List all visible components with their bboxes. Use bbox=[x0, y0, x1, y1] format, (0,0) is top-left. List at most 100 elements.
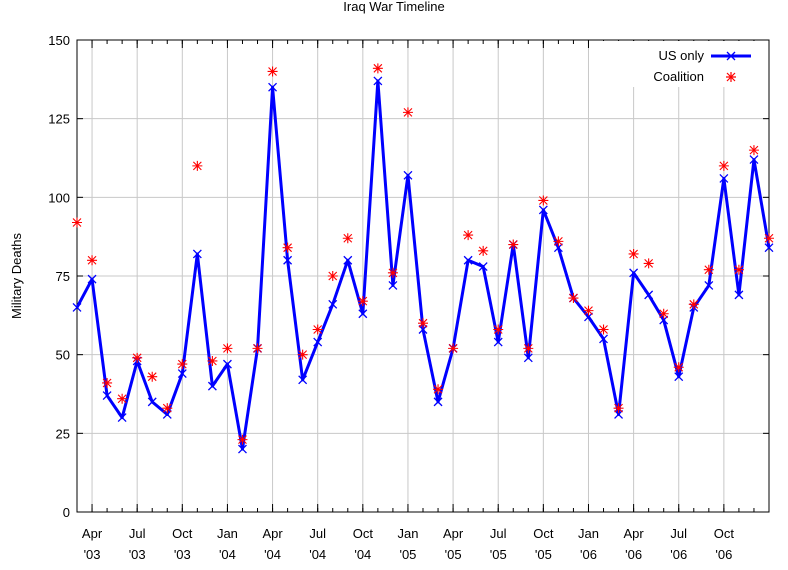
x-tick-label-month: Jan bbox=[578, 526, 599, 541]
us-only-point bbox=[523, 353, 533, 363]
us-only-point bbox=[734, 290, 744, 300]
x-tick-label-year: '04 bbox=[309, 547, 326, 562]
x-tick-label-month: Jan bbox=[217, 526, 238, 541]
us-only-point bbox=[147, 397, 157, 407]
x-tick-label-month: Oct bbox=[172, 526, 193, 541]
x-tick-label-year: '04 bbox=[264, 547, 281, 562]
legend-marker-us bbox=[726, 51, 736, 61]
us-only-point bbox=[87, 274, 97, 284]
x-tick-label-month: Apr bbox=[443, 526, 464, 541]
coalition-point bbox=[402, 107, 413, 118]
coalition-point bbox=[628, 248, 639, 259]
coalition-point bbox=[267, 66, 278, 77]
coalition-point bbox=[448, 343, 459, 354]
x-tick-label-year: '05 bbox=[535, 547, 552, 562]
x-tick-label-year: '03 bbox=[84, 547, 101, 562]
x-tick-label-month: Apr bbox=[82, 526, 103, 541]
us-only-point bbox=[418, 325, 428, 334]
y-axis-label: Military Deaths bbox=[9, 233, 24, 319]
coalition-point bbox=[673, 362, 684, 373]
x-tick-label-year: '05 bbox=[445, 547, 462, 562]
coalition-point bbox=[433, 384, 444, 395]
x-tick-label-year: '06 bbox=[715, 547, 732, 562]
legend-label-us: US only bbox=[658, 48, 704, 63]
x-tick-label-year: '05 bbox=[490, 547, 507, 562]
coalition-point bbox=[643, 258, 654, 269]
coalition-point bbox=[297, 349, 308, 360]
x-tick-label-month: Jul bbox=[129, 526, 146, 541]
y-tick-label: 50 bbox=[56, 348, 70, 363]
x-tick-label-month: Oct bbox=[533, 526, 554, 541]
us-only-point bbox=[358, 309, 368, 319]
coalition-point bbox=[718, 160, 729, 171]
coalition-point bbox=[598, 324, 609, 335]
us-only-point bbox=[403, 170, 413, 180]
us-only-point bbox=[478, 262, 488, 272]
x-tick-label-year: '04 bbox=[354, 547, 371, 562]
coalition-point bbox=[252, 343, 263, 354]
coalition-point bbox=[387, 267, 398, 278]
y-tick-label: 25 bbox=[56, 426, 70, 441]
coalition-point bbox=[493, 324, 504, 335]
legend-marker-coalition bbox=[726, 72, 736, 82]
coalition-point bbox=[282, 242, 293, 253]
coalition-point bbox=[102, 377, 113, 388]
y-tick-label: 150 bbox=[48, 33, 70, 48]
x-tick-label-month: Oct bbox=[714, 526, 735, 541]
us-only-point bbox=[268, 82, 278, 92]
us-only-point bbox=[433, 397, 443, 407]
coalition-point bbox=[463, 230, 474, 241]
coalition-point bbox=[553, 236, 564, 247]
x-tick-label-year: '06 bbox=[625, 547, 642, 562]
us-only-point bbox=[674, 372, 684, 382]
us-only-point bbox=[764, 243, 774, 253]
x-tick-label-year: '06 bbox=[670, 547, 687, 562]
plot-frame bbox=[76, 39, 770, 513]
coalition-point bbox=[508, 239, 519, 250]
x-tick-label-month: Jul bbox=[670, 526, 687, 541]
us-only-point bbox=[704, 280, 714, 290]
us-only-point bbox=[313, 337, 323, 347]
coalition-point bbox=[342, 233, 353, 244]
coalition-point bbox=[523, 343, 534, 354]
coalition-point bbox=[132, 352, 143, 363]
us-only-point bbox=[388, 280, 398, 290]
coalition-point bbox=[147, 371, 158, 382]
us-only-point bbox=[463, 255, 473, 265]
coalition-point bbox=[192, 160, 203, 171]
us-only-point bbox=[719, 173, 729, 183]
coalition-point bbox=[312, 324, 323, 335]
x-tick-label-month: Jul bbox=[309, 526, 326, 541]
us-only-point bbox=[538, 205, 548, 215]
us-only-point bbox=[207, 381, 217, 391]
coalition-point bbox=[237, 434, 248, 445]
y-tick-label: 125 bbox=[48, 112, 70, 127]
coalition-point bbox=[87, 255, 98, 266]
x-tick-label-month: Apr bbox=[623, 526, 644, 541]
us-only-point bbox=[584, 312, 593, 322]
coalition-point bbox=[222, 343, 233, 354]
us-only-point bbox=[328, 299, 338, 309]
coalition-point bbox=[764, 233, 774, 244]
us-only-point bbox=[162, 409, 172, 419]
legend-label-coalition: Coalition bbox=[653, 69, 704, 84]
us-only-point bbox=[192, 249, 202, 259]
y-tick-label: 75 bbox=[56, 269, 70, 284]
us-only-point bbox=[298, 375, 308, 385]
x-tick-label-month: Oct bbox=[353, 526, 374, 541]
coalition-point bbox=[568, 293, 579, 304]
coalition-point bbox=[733, 264, 744, 275]
coalition-point bbox=[703, 264, 714, 275]
coalition-point bbox=[117, 393, 128, 404]
us-only-point bbox=[553, 243, 563, 253]
chart-title: Iraq War Timeline bbox=[343, 0, 444, 14]
us-only-point bbox=[659, 315, 669, 325]
us-only-point bbox=[222, 359, 232, 369]
coalition-point bbox=[72, 217, 82, 228]
us-only-point bbox=[238, 444, 247, 454]
us-only-point bbox=[117, 413, 127, 423]
coalition-point bbox=[162, 403, 173, 414]
coalition-point bbox=[613, 403, 624, 414]
us-only-point bbox=[373, 76, 383, 86]
